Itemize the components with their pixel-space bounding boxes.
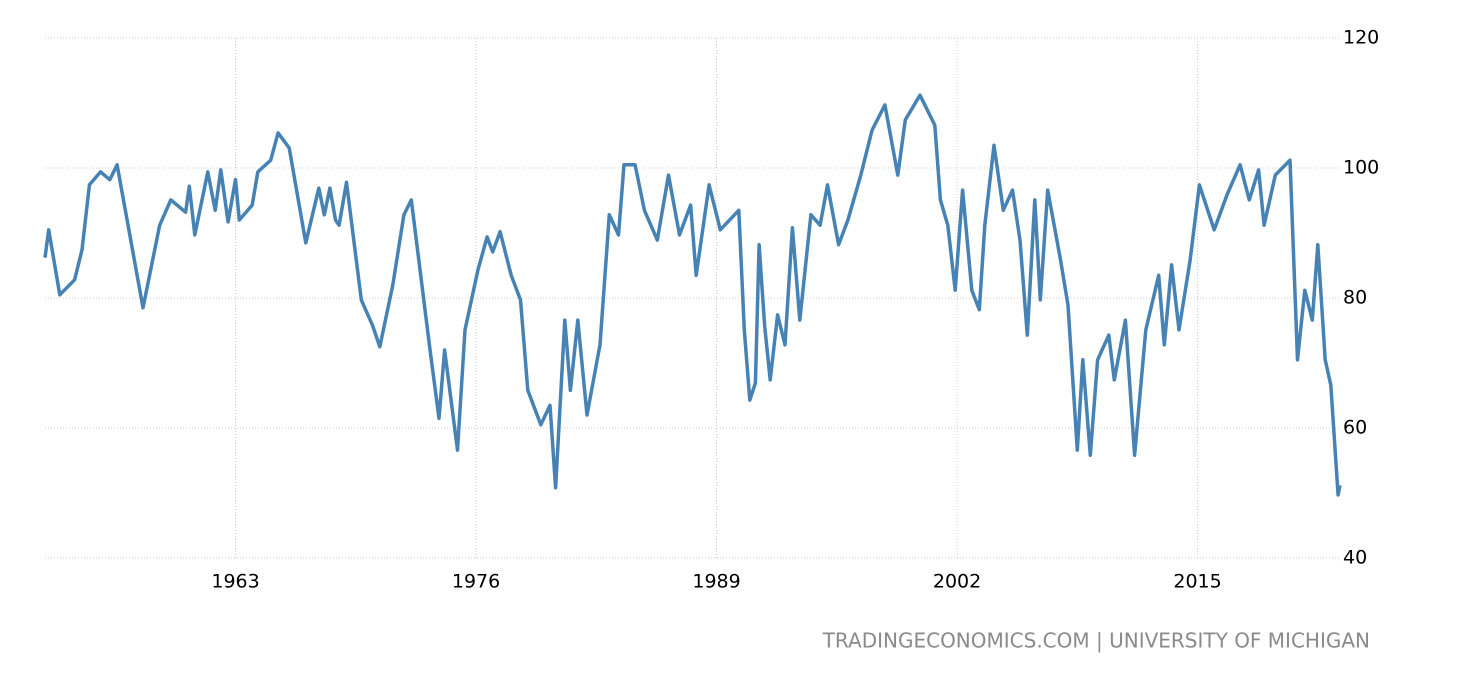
y-tick-label: 80	[1343, 287, 1367, 309]
y-tick-label: 60	[1343, 417, 1367, 439]
y-tick-label: 100	[1343, 157, 1379, 179]
data-line	[43, 93, 1342, 497]
source: TRADINGECONOMICS.COM | UNIVERSITY OF MIC…	[822, 629, 1370, 653]
x-tick-label: 2015	[1173, 571, 1221, 593]
x-tick-label: 1976	[452, 571, 500, 593]
y-tick-label: 40	[1343, 547, 1367, 569]
x-tick-label: 1963	[211, 571, 259, 593]
y-tick-label: 120	[1343, 27, 1379, 49]
x-tick-label: 2002	[933, 571, 981, 593]
x-tick-label: 1989	[692, 571, 740, 593]
